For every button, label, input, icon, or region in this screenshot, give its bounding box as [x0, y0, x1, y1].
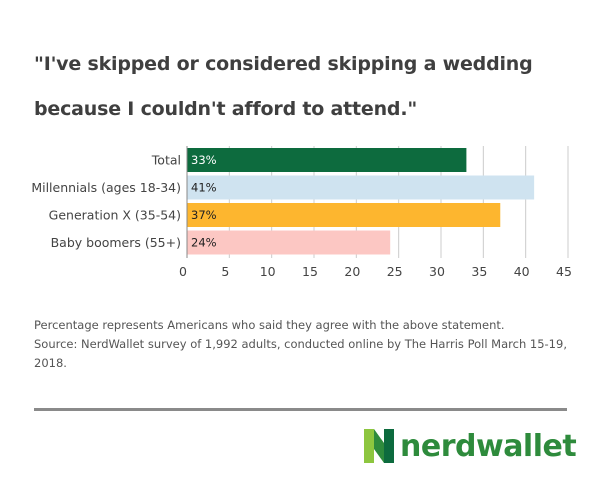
category-label: Total: [151, 153, 181, 168]
bar: [187, 230, 391, 255]
nerdwallet-logo: nerdwallet: [364, 428, 577, 464]
footnote: Percentage represents Americans who said…: [34, 316, 574, 373]
brand-name: nerdwallet: [400, 428, 577, 464]
divider: [34, 408, 567, 411]
category-label: Generation X (35-54): [49, 208, 181, 223]
category-label: Millennials (ages 18-34): [31, 180, 181, 195]
x-tick-label: 10: [260, 264, 276, 279]
nerdwallet-n-icon: [364, 429, 394, 463]
chart-title: "I've skipped or considered skipping a w…: [34, 42, 574, 132]
x-tick-label: 25: [387, 264, 403, 279]
footnote-line-2: Source: NerdWallet survey of 1,992 adult…: [34, 337, 567, 370]
bar-value-label: 41%: [191, 181, 217, 195]
x-tick-label: 40: [514, 264, 530, 279]
bar-value-label: 37%: [191, 208, 217, 222]
bar: [187, 148, 467, 172]
title-line-2: because I couldn't afford to attend.": [34, 98, 418, 120]
x-tick-label: 30: [429, 264, 445, 279]
category-label: Baby boomers (55+): [51, 235, 181, 250]
bar: [187, 203, 501, 227]
bar-value-label: 24%: [191, 236, 217, 250]
bar-value-label: 33%: [191, 153, 217, 167]
x-tick-label: 5: [221, 264, 229, 279]
x-tick-label: 45: [556, 264, 572, 279]
title-line-1: "I've skipped or considered skipping a w…: [34, 53, 533, 75]
x-tick-label: 20: [344, 264, 360, 279]
x-tick-label: 0: [179, 264, 187, 279]
x-tick-label: 35: [471, 264, 487, 279]
bar: [187, 175, 535, 200]
footnote-line-1: Percentage represents Americans who said…: [34, 318, 505, 332]
bar-chart: 33% Total 41% Millennials (ages 18-34) 37% Ge…: [31, 146, 572, 279]
x-tick-label: 15: [302, 264, 318, 279]
